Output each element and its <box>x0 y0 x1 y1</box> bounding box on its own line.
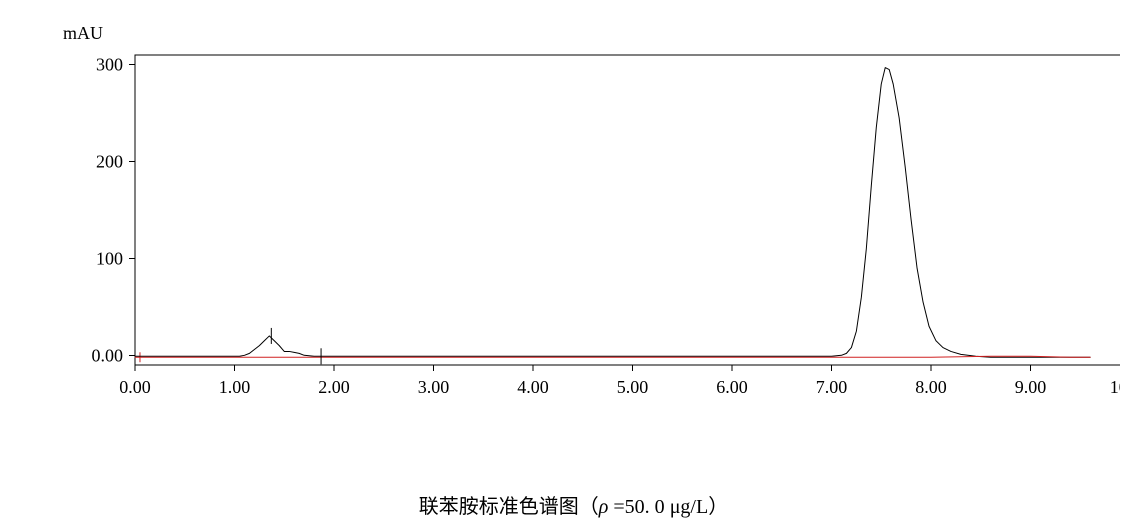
svg-text:200: 200 <box>96 152 123 172</box>
y-axis-unit-label: mAU <box>63 23 103 44</box>
caption-units: μg/L <box>670 496 709 518</box>
svg-text:9.00: 9.00 <box>1015 377 1047 397</box>
caption-prefix: 联苯胺标准色谱图（ <box>419 496 599 518</box>
svg-text:0.00: 0.00 <box>119 377 151 397</box>
svg-text:5.00: 5.00 <box>617 377 649 397</box>
svg-text:100: 100 <box>96 248 123 268</box>
svg-text:4.00: 4.00 <box>517 377 549 397</box>
caption-eq: =50. 0 <box>608 496 669 518</box>
caption-suffix: ） <box>708 496 728 518</box>
svg-text:6.00: 6.00 <box>716 377 748 397</box>
svg-text:0.00: 0.00 <box>92 345 124 365</box>
chromatogram-chart: mAU 0.00 100 200 300 0.00 1.00 2.00 3.00 4.00 5.0… <box>40 10 1120 420</box>
chart-svg: 0.00 100 200 300 0.00 1.00 2.00 3.00 4.00 5.00 6.0… <box>40 10 1120 420</box>
svg-text:2.00: 2.00 <box>318 377 350 397</box>
svg-text:8.00: 8.00 <box>915 377 947 397</box>
chart-caption: 联苯胺标准色谱图（ρ =50. 0 μg/L） <box>0 490 1147 519</box>
svg-text:3.00: 3.00 <box>418 377 450 397</box>
svg-text:7.00: 7.00 <box>816 377 848 397</box>
svg-text:1.00: 1.00 <box>219 377 251 397</box>
svg-text:10.00: 10.00 <box>1110 377 1120 397</box>
caption-rho: ρ <box>599 496 609 518</box>
svg-text:300: 300 <box>96 55 123 75</box>
